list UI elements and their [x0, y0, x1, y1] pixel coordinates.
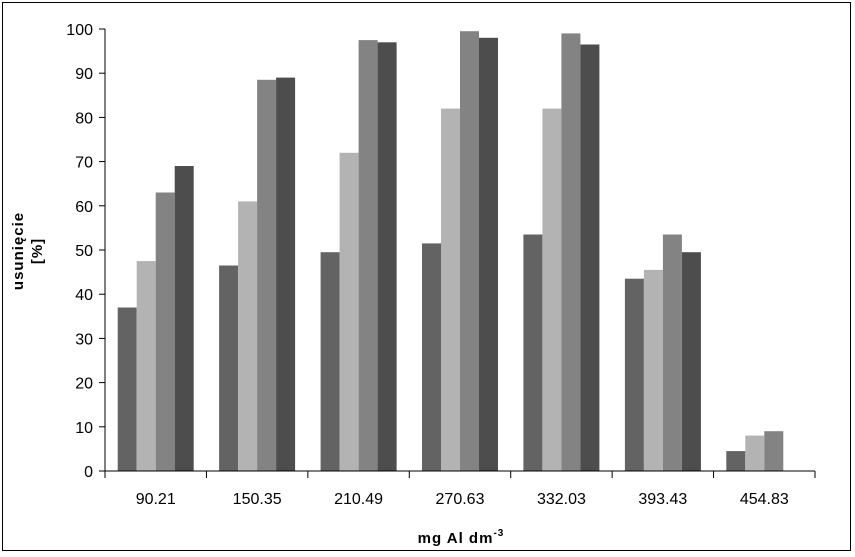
x-axis-label-main: mg Al dm: [418, 530, 494, 547]
bar-150.35-series1: [219, 265, 239, 471]
y-axis-label-line2: [%]: [29, 238, 46, 264]
y-tick-label: 0: [84, 464, 93, 481]
x-tick-labels: 90.21 150.35 210.49 270.63 332.03 393.43 454.8…: [136, 491, 789, 508]
bar-90.21-series2: [136, 261, 156, 471]
x-tick-label: 210.49: [334, 491, 383, 508]
x-tick-label: 150.35: [233, 491, 282, 508]
bar-332.03-series2: [542, 108, 562, 471]
bar-90.21-series3: [155, 192, 175, 471]
y-tick-label: 20: [75, 376, 93, 393]
bar-210.49-series4: [377, 42, 397, 472]
y-tick-label: 70: [75, 155, 93, 172]
bar-332.03-series4: [580, 44, 600, 471]
bar-210.49-series3: [358, 40, 378, 471]
bar-332.03-series1: [523, 234, 543, 471]
y-tick-labels: 0 10 20 30 40 50 60 70 80 90 100: [66, 22, 93, 481]
bar-270.63-series1: [422, 243, 441, 471]
bar-150.35-series3: [257, 79, 277, 472]
y-tick-label: 50: [75, 243, 93, 260]
bar-90.21-series1: [117, 307, 137, 471]
y-tick-label: 80: [75, 110, 93, 127]
x-tick-label: 454.83: [740, 491, 789, 508]
bar-393.43-series4: [681, 252, 701, 471]
x-tick-label: 332.03: [537, 491, 586, 508]
bar-393.43-series1: [624, 278, 644, 471]
bar-454.83-series3: [764, 431, 784, 471]
y-tick-label: 40: [75, 287, 93, 304]
x-tick-label: 270.63: [436, 491, 485, 508]
bar-210.49-series1: [320, 252, 340, 471]
bar-393.43-series2: [643, 269, 663, 471]
plot-area: [117, 31, 784, 472]
x-axis-label-superscript: -3: [493, 528, 504, 539]
bar-454.83-series2: [745, 435, 765, 471]
bar-150.35-series2: [238, 201, 258, 471]
axes: [99, 28, 816, 478]
y-tick-label: 100: [66, 22, 93, 39]
x-tick-label: 393.43: [638, 491, 687, 508]
bar-chart: 0 10 20 30 40 50 60 70 80 90 100 90.21 150.35 210.49…: [10, 22, 816, 547]
y-tick-label: 90: [75, 66, 93, 83]
bar-332.03-series3: [561, 33, 581, 472]
y-tick-label: 30: [75, 331, 93, 348]
bar-210.49-series2: [339, 152, 359, 472]
chart-frame: 0 10 20 30 40 50 60 70 80 90 100 90.21 150.35 210.49…: [2, 2, 851, 551]
y-tick-label: 60: [75, 199, 93, 216]
bar-270.63-series2: [441, 108, 460, 471]
y-axis-label-line1: usunięcie: [10, 212, 27, 290]
y-tick-label: 10: [75, 420, 93, 437]
bar-270.63-series4: [479, 37, 498, 472]
x-tick-label: 90.21: [136, 491, 176, 508]
bar-150.35-series4: [276, 77, 296, 471]
bar-393.43-series3: [662, 234, 682, 471]
bar-454.83-series1: [726, 451, 746, 471]
bar-270.63-series3: [460, 31, 479, 471]
bar-90.21-series4: [174, 166, 194, 471]
x-axis-label: mg Al dm-3: [418, 528, 505, 547]
